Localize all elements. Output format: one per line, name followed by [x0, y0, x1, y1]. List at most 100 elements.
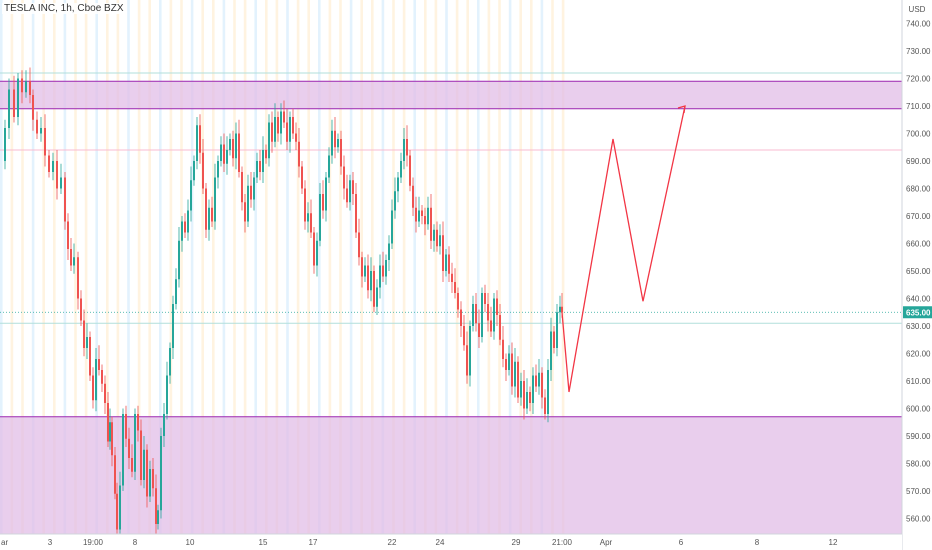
price-tick-label: 710.00 [906, 102, 931, 111]
price-tick-label: 650.00 [906, 267, 931, 276]
time-tick-label: 3 [48, 538, 53, 547]
session-band [424, 0, 427, 534]
candle-body [352, 180, 354, 194]
session-band [498, 0, 501, 534]
session-band [455, 0, 459, 534]
session-band [561, 0, 565, 534]
candle-body [370, 271, 372, 291]
time-axis[interactable]: ar 3 19:00 8 10 15 17 22 24 29 21:00 Apr 6 8 12 [0, 533, 902, 550]
session-band [402, 0, 406, 534]
projection-arrowhead [677, 105, 686, 114]
candle-body [490, 320, 492, 332]
price-tick-label: 560.00 [906, 515, 931, 524]
candle-body [421, 210, 423, 216]
candle-body [190, 180, 192, 211]
session-band [265, 0, 268, 534]
session-band [180, 0, 183, 534]
candle-body [412, 185, 414, 208]
price-tick-label: 590.00 [906, 432, 931, 441]
candle-body [271, 122, 273, 142]
session-band [21, 0, 24, 534]
price-tick-label: 620.00 [906, 350, 931, 359]
projection-line [561, 105, 686, 393]
candle-body [259, 161, 261, 172]
candle-body [44, 128, 46, 156]
candle-body [322, 194, 324, 211]
last-price-tag [903, 306, 932, 319]
candle-body [67, 221, 69, 249]
candle-body [499, 315, 501, 340]
candle-body [418, 210, 420, 222]
price-tick-label: 670.00 [906, 212, 931, 221]
session-band [349, 0, 353, 534]
candle-body [316, 240, 318, 266]
candle-body [256, 161, 258, 178]
candle-body [493, 298, 495, 332]
candle-body [95, 359, 97, 401]
candle-body [454, 282, 456, 293]
candle-body [73, 257, 75, 266]
time-tick-label: ar [1, 538, 8, 547]
candle-body [205, 188, 207, 230]
candle-body [376, 287, 378, 307]
time-tick-label: 29 [512, 538, 521, 547]
candle-body [397, 177, 399, 192]
price-axis[interactable]: USD 740.00 730.00 720.00 710.00 700.00 690.00 6… [901, 0, 932, 550]
candle-body [559, 306, 561, 313]
candle-body [379, 265, 381, 288]
candle-body [134, 414, 136, 472]
time-tick-label: 22 [388, 538, 397, 547]
resistance-zone [0, 81, 902, 109]
session-band [137, 0, 141, 534]
candle-body [137, 414, 139, 431]
candle-body [250, 185, 252, 200]
candle-body [556, 312, 558, 348]
candle-body [122, 414, 124, 486]
candle-body [502, 339, 504, 359]
candle-body [214, 177, 216, 222]
session-band [53, 0, 56, 534]
candle-body [83, 320, 85, 348]
candle-body [514, 361, 516, 387]
candle-body [80, 298, 82, 321]
candle-body [346, 188, 348, 203]
candle-body [481, 293, 483, 337]
candle-body [40, 128, 42, 134]
candle-body [403, 139, 405, 161]
candle-body [149, 469, 151, 497]
session-band [371, 0, 374, 534]
price-tick-label: 640.00 [906, 295, 931, 304]
session-band [275, 0, 279, 534]
candle-body [235, 133, 237, 159]
price-tick-label: 700.00 [906, 130, 931, 139]
candle-body [36, 119, 38, 134]
time-tick-label: 10 [186, 538, 195, 547]
session-band [530, 0, 533, 534]
session-band [127, 0, 130, 534]
session-band [508, 0, 512, 534]
candle-body [32, 95, 34, 120]
candle-body [92, 375, 94, 401]
time-tick-label: 17 [309, 538, 318, 547]
session-shading [0, 0, 565, 534]
candle-body [373, 271, 375, 307]
price-axis-bg [902, 0, 932, 550]
session-band [84, 0, 88, 534]
chart-title: TESLA INC, 1h, Cboe BZX [2, 3, 126, 14]
candle-body [523, 381, 525, 409]
session-band [392, 0, 395, 534]
candle-body [484, 293, 486, 304]
time-tick-label: 15 [259, 538, 268, 547]
candle-body [56, 161, 58, 189]
session-band [307, 0, 310, 534]
candle-body [143, 449, 145, 480]
candle-body [125, 414, 127, 439]
candle-body [181, 221, 183, 241]
session-band [243, 0, 247, 534]
candle-body [184, 221, 186, 233]
candle-body [460, 309, 462, 326]
session-band [296, 0, 300, 534]
candle-body [508, 353, 510, 370]
